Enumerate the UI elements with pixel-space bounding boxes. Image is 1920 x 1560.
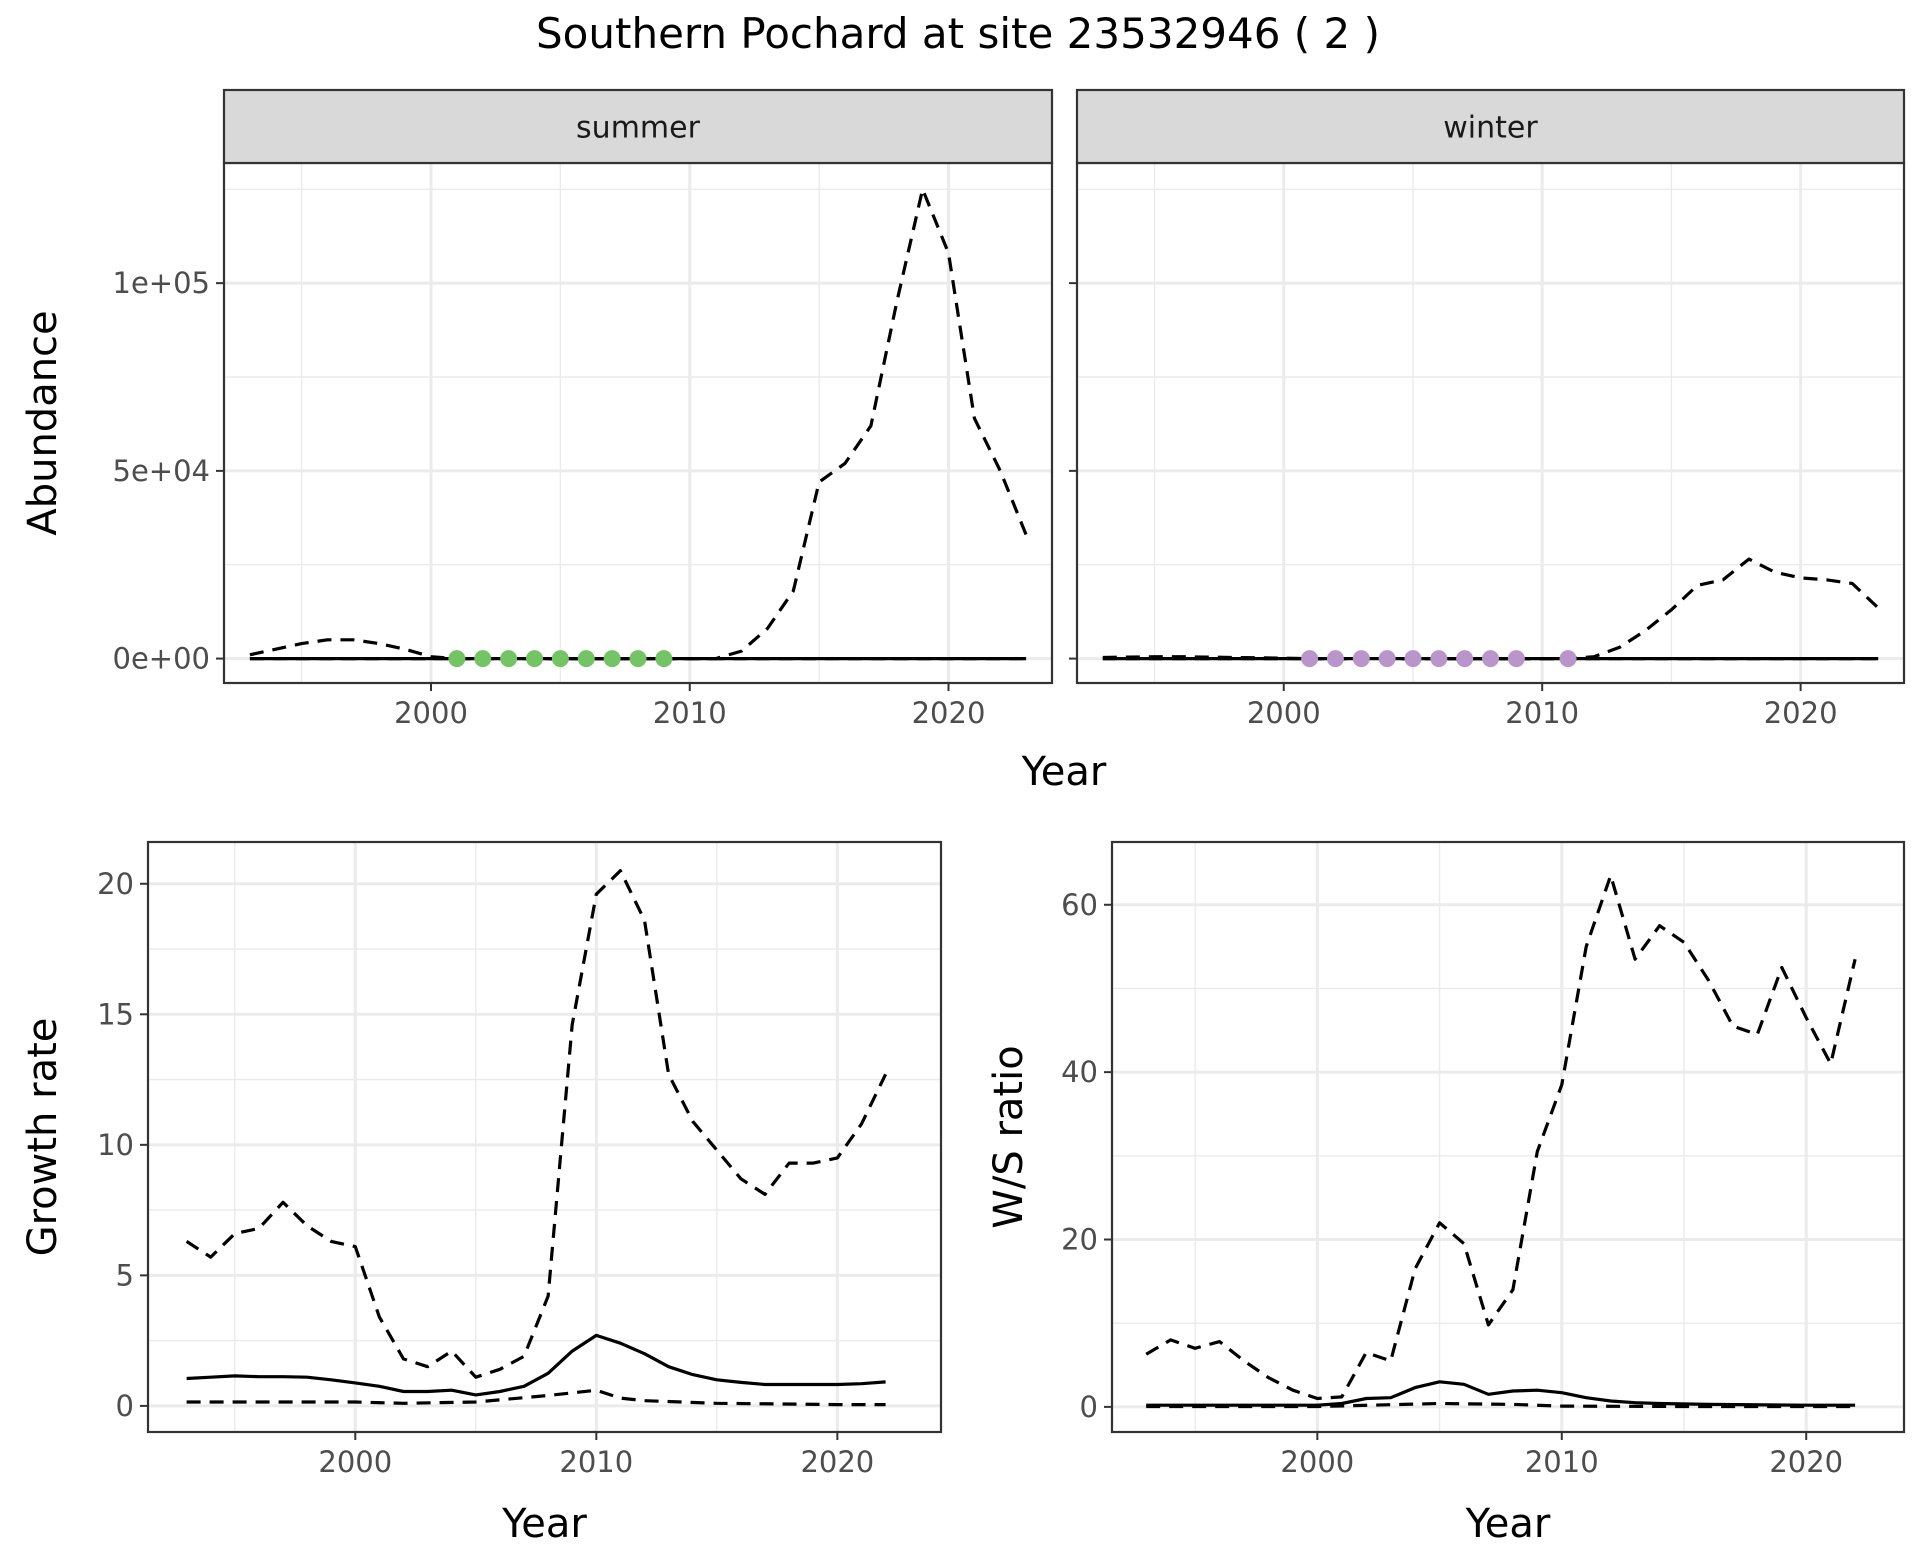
y-tick-label: 10 [97,1128,134,1162]
x-tick-label: 2010 [653,696,727,730]
x-tick-label: 2010 [1525,1445,1599,1479]
y-axis-title: Growth rate [20,1018,66,1257]
y-tick-label: 15 [97,997,134,1031]
series-line-dashed [1146,1401,1856,1409]
data-point [1507,650,1525,668]
y-tick-label: 1e+05 [113,266,211,300]
facet-strip [222,88,1054,165]
y-tick-label: 20 [1061,1223,1098,1257]
panel-background [1077,163,1904,683]
x-tick-label: 2000 [318,1445,392,1479]
data-point [1482,650,1499,668]
x-axis-title: Year [1021,749,1107,795]
data-point [655,650,673,668]
x-tick-label: 2020 [912,696,986,730]
facet-panel-summer: summer 2000 2010 2020 0e+00 5e+04 1e+05 [113,88,1054,730]
data-point [603,650,621,668]
x-tick-label: 2020 [1769,1445,1843,1479]
panel-background [148,842,941,1432]
x-tick-label: 2010 [559,1445,633,1479]
data-point [1404,650,1422,668]
panel-border [146,840,943,1434]
data-point [448,650,466,668]
x-axis-title: Year [501,1501,587,1547]
y-tick-label: 5 [116,1258,134,1292]
facet-strip-label: winter [1443,111,1538,146]
data-point [1352,650,1370,668]
facet-strip-label: summer [576,111,701,146]
chart-ws_ratio: 2000 2010 2020 0 20 40 60 Year W/S ratio [986,840,1906,1547]
data-point [1378,650,1396,668]
data-point [526,650,543,668]
y-tick-label: 5e+04 [113,454,211,488]
figure-title: Southern Pochard at site 23532946 ( 2 ) [536,9,1380,58]
y-axis-title: W/S ratio [986,1045,1032,1228]
panel-background [224,163,1052,683]
y-axis-title: Abundance [20,310,66,535]
x-axis-title: Year [1465,1501,1551,1547]
data-point [629,650,647,668]
data-point [1559,650,1577,668]
x-tick-label: 2000 [1280,1445,1354,1479]
data-point [551,650,569,668]
series-line-dashed [1145,873,1857,1401]
series-line-solid [186,1333,886,1397]
data-point [577,650,595,668]
y-tick-label: 60 [1061,888,1098,922]
x-tick-label: 2010 [1505,696,1579,730]
series-line-dashed [185,869,888,1379]
series-line-dashed [186,1388,886,1407]
data-point [500,650,518,668]
series-line-solid [1146,1380,1856,1407]
y-tick-label: 20 [97,867,134,901]
x-tick-label: 2000 [1247,696,1321,730]
y-tick-label: 40 [1061,1055,1098,1089]
chart-growth: 2000 2010 2020 0 5 10 15 20 Year Growth rate [20,840,943,1547]
y-tick-label: 0e+00 [113,642,211,676]
y-tick-label: 0 [116,1389,134,1423]
panel-background [1112,842,1904,1432]
x-tick-label: 2020 [1764,696,1838,730]
panel-border [1110,840,1906,1434]
facet-panel-winter: winter 2000 2010 2020 [1069,88,1906,730]
y-tick-label: 0 [1080,1390,1098,1424]
data-point [474,650,492,668]
data-point [1326,650,1344,668]
x-tick-label: 2020 [800,1445,874,1479]
data-point [1456,650,1474,668]
x-tick-label: 2000 [394,696,468,730]
facet-strip [1075,88,1906,165]
data-point [1430,650,1448,668]
data-point [1301,650,1319,668]
series-line-dashed [1102,557,1880,661]
